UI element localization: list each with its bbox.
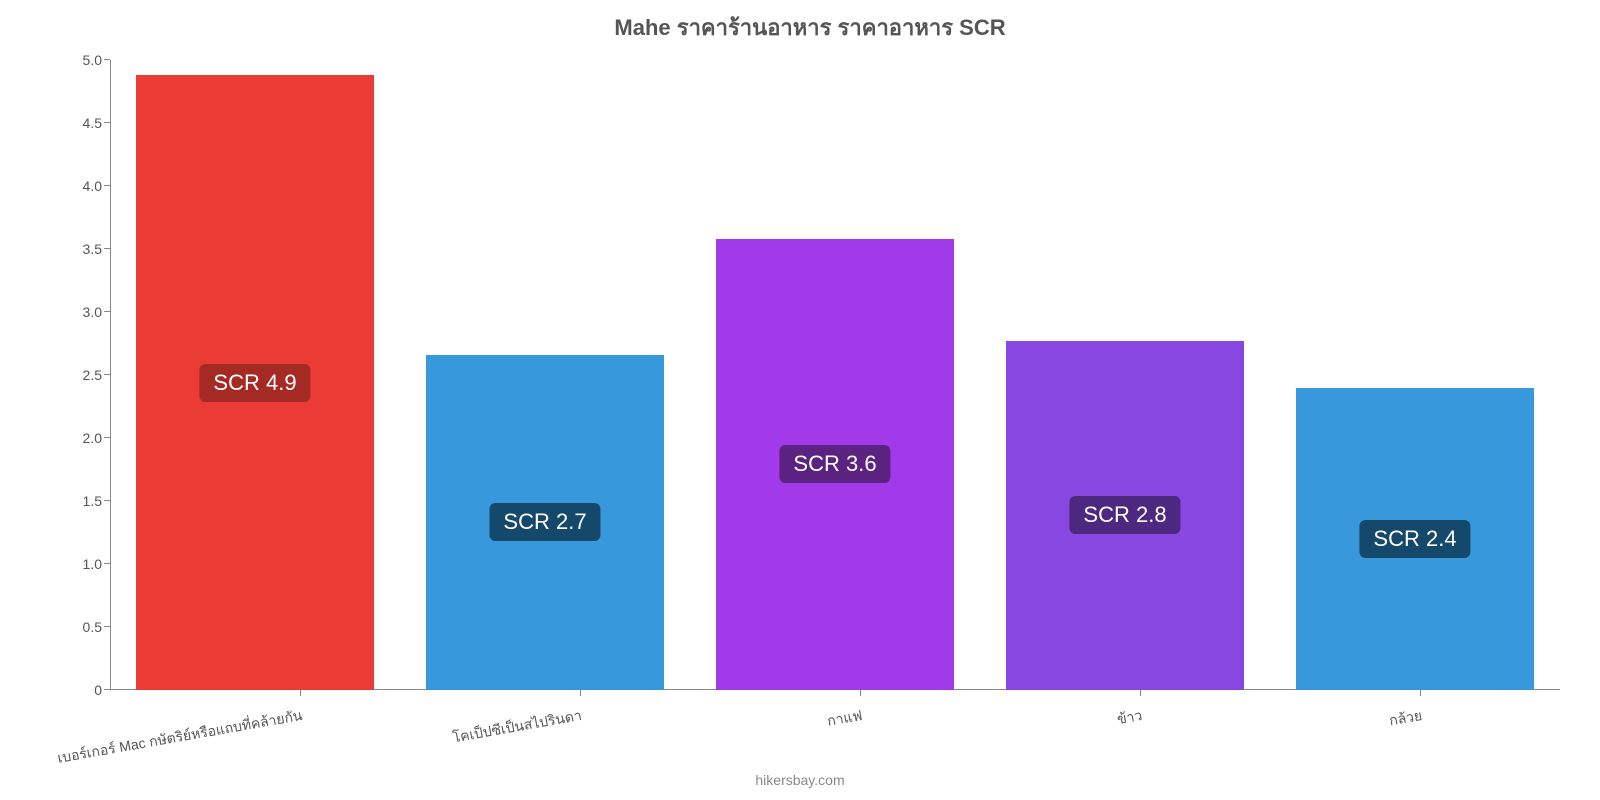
chart-container: Mahe ราคาร้านอาหาร ราคาอาหาร SCR 00.51.0…: [60, 10, 1560, 700]
y-tick-label: 5.0: [83, 52, 102, 68]
x-tick-mark: [580, 690, 581, 696]
x-tick-mark: [1140, 690, 1141, 696]
y-tick-label: 0.5: [83, 619, 102, 635]
y-tick-label: 3.0: [83, 304, 102, 320]
bar-value-badge: SCR 2.8: [1069, 496, 1180, 534]
bar-value-badge: SCR 2.7: [489, 503, 600, 541]
x-tick-mark: [1420, 690, 1421, 696]
bar: SCR 3.6: [716, 239, 954, 690]
y-tick-label: 0: [94, 682, 102, 698]
bar-slot: SCR 3.6: [690, 60, 980, 690]
x-tick-mark: [860, 690, 861, 696]
y-tick-label: 2.5: [83, 367, 102, 383]
x-label-text: ข้าว: [1115, 705, 1144, 731]
y-tick-label: 4.5: [83, 115, 102, 131]
x-label-text: โคเป็ปซีเป็นสไปรินดา: [451, 705, 584, 749]
y-tick-label: 4.0: [83, 178, 102, 194]
bar-slot: SCR 2.8: [980, 60, 1270, 690]
y-tick-label: 3.5: [83, 241, 102, 257]
y-tick-label: 2.0: [83, 430, 102, 446]
bar-value-badge: SCR 3.6: [779, 445, 890, 483]
plot-area: 00.51.01.52.02.53.03.54.04.55.0 SCR 4.9S…: [110, 60, 1560, 690]
y-axis: 00.51.01.52.02.53.03.54.04.55.0: [60, 60, 110, 690]
bar-value-badge: SCR 4.9: [199, 364, 310, 402]
y-tick-label: 1.5: [83, 493, 102, 509]
bar: SCR 2.8: [1006, 341, 1244, 690]
bar-slot: SCR 4.9: [110, 60, 400, 690]
bar-slot: SCR 2.7: [400, 60, 690, 690]
y-tick-label: 1.0: [83, 556, 102, 572]
attribution-text: hikersbay.com: [0, 772, 1600, 788]
x-label-text: กาแฟ: [825, 705, 864, 733]
bar-slot: SCR 2.4: [1270, 60, 1560, 690]
x-tick-mark: [300, 690, 301, 696]
bar: SCR 2.7: [426, 355, 664, 690]
x-label-text: เบอร์เกอร์ Mac กษัตริย์หรือแถบที่คล้ายกั…: [55, 705, 303, 770]
bar: SCR 4.9: [136, 75, 374, 690]
x-label-text: กล้วย: [1387, 705, 1423, 732]
bars-group: SCR 4.9 SCR 2.7 SCR 3.6 SCR 2.8 SCR 2.4: [110, 60, 1560, 690]
chart-title: Mahe ราคาร้านอาหาร ราคาอาหาร SCR: [60, 10, 1560, 45]
bar: SCR 2.4: [1296, 388, 1534, 690]
bar-value-badge: SCR 2.4: [1359, 520, 1470, 558]
